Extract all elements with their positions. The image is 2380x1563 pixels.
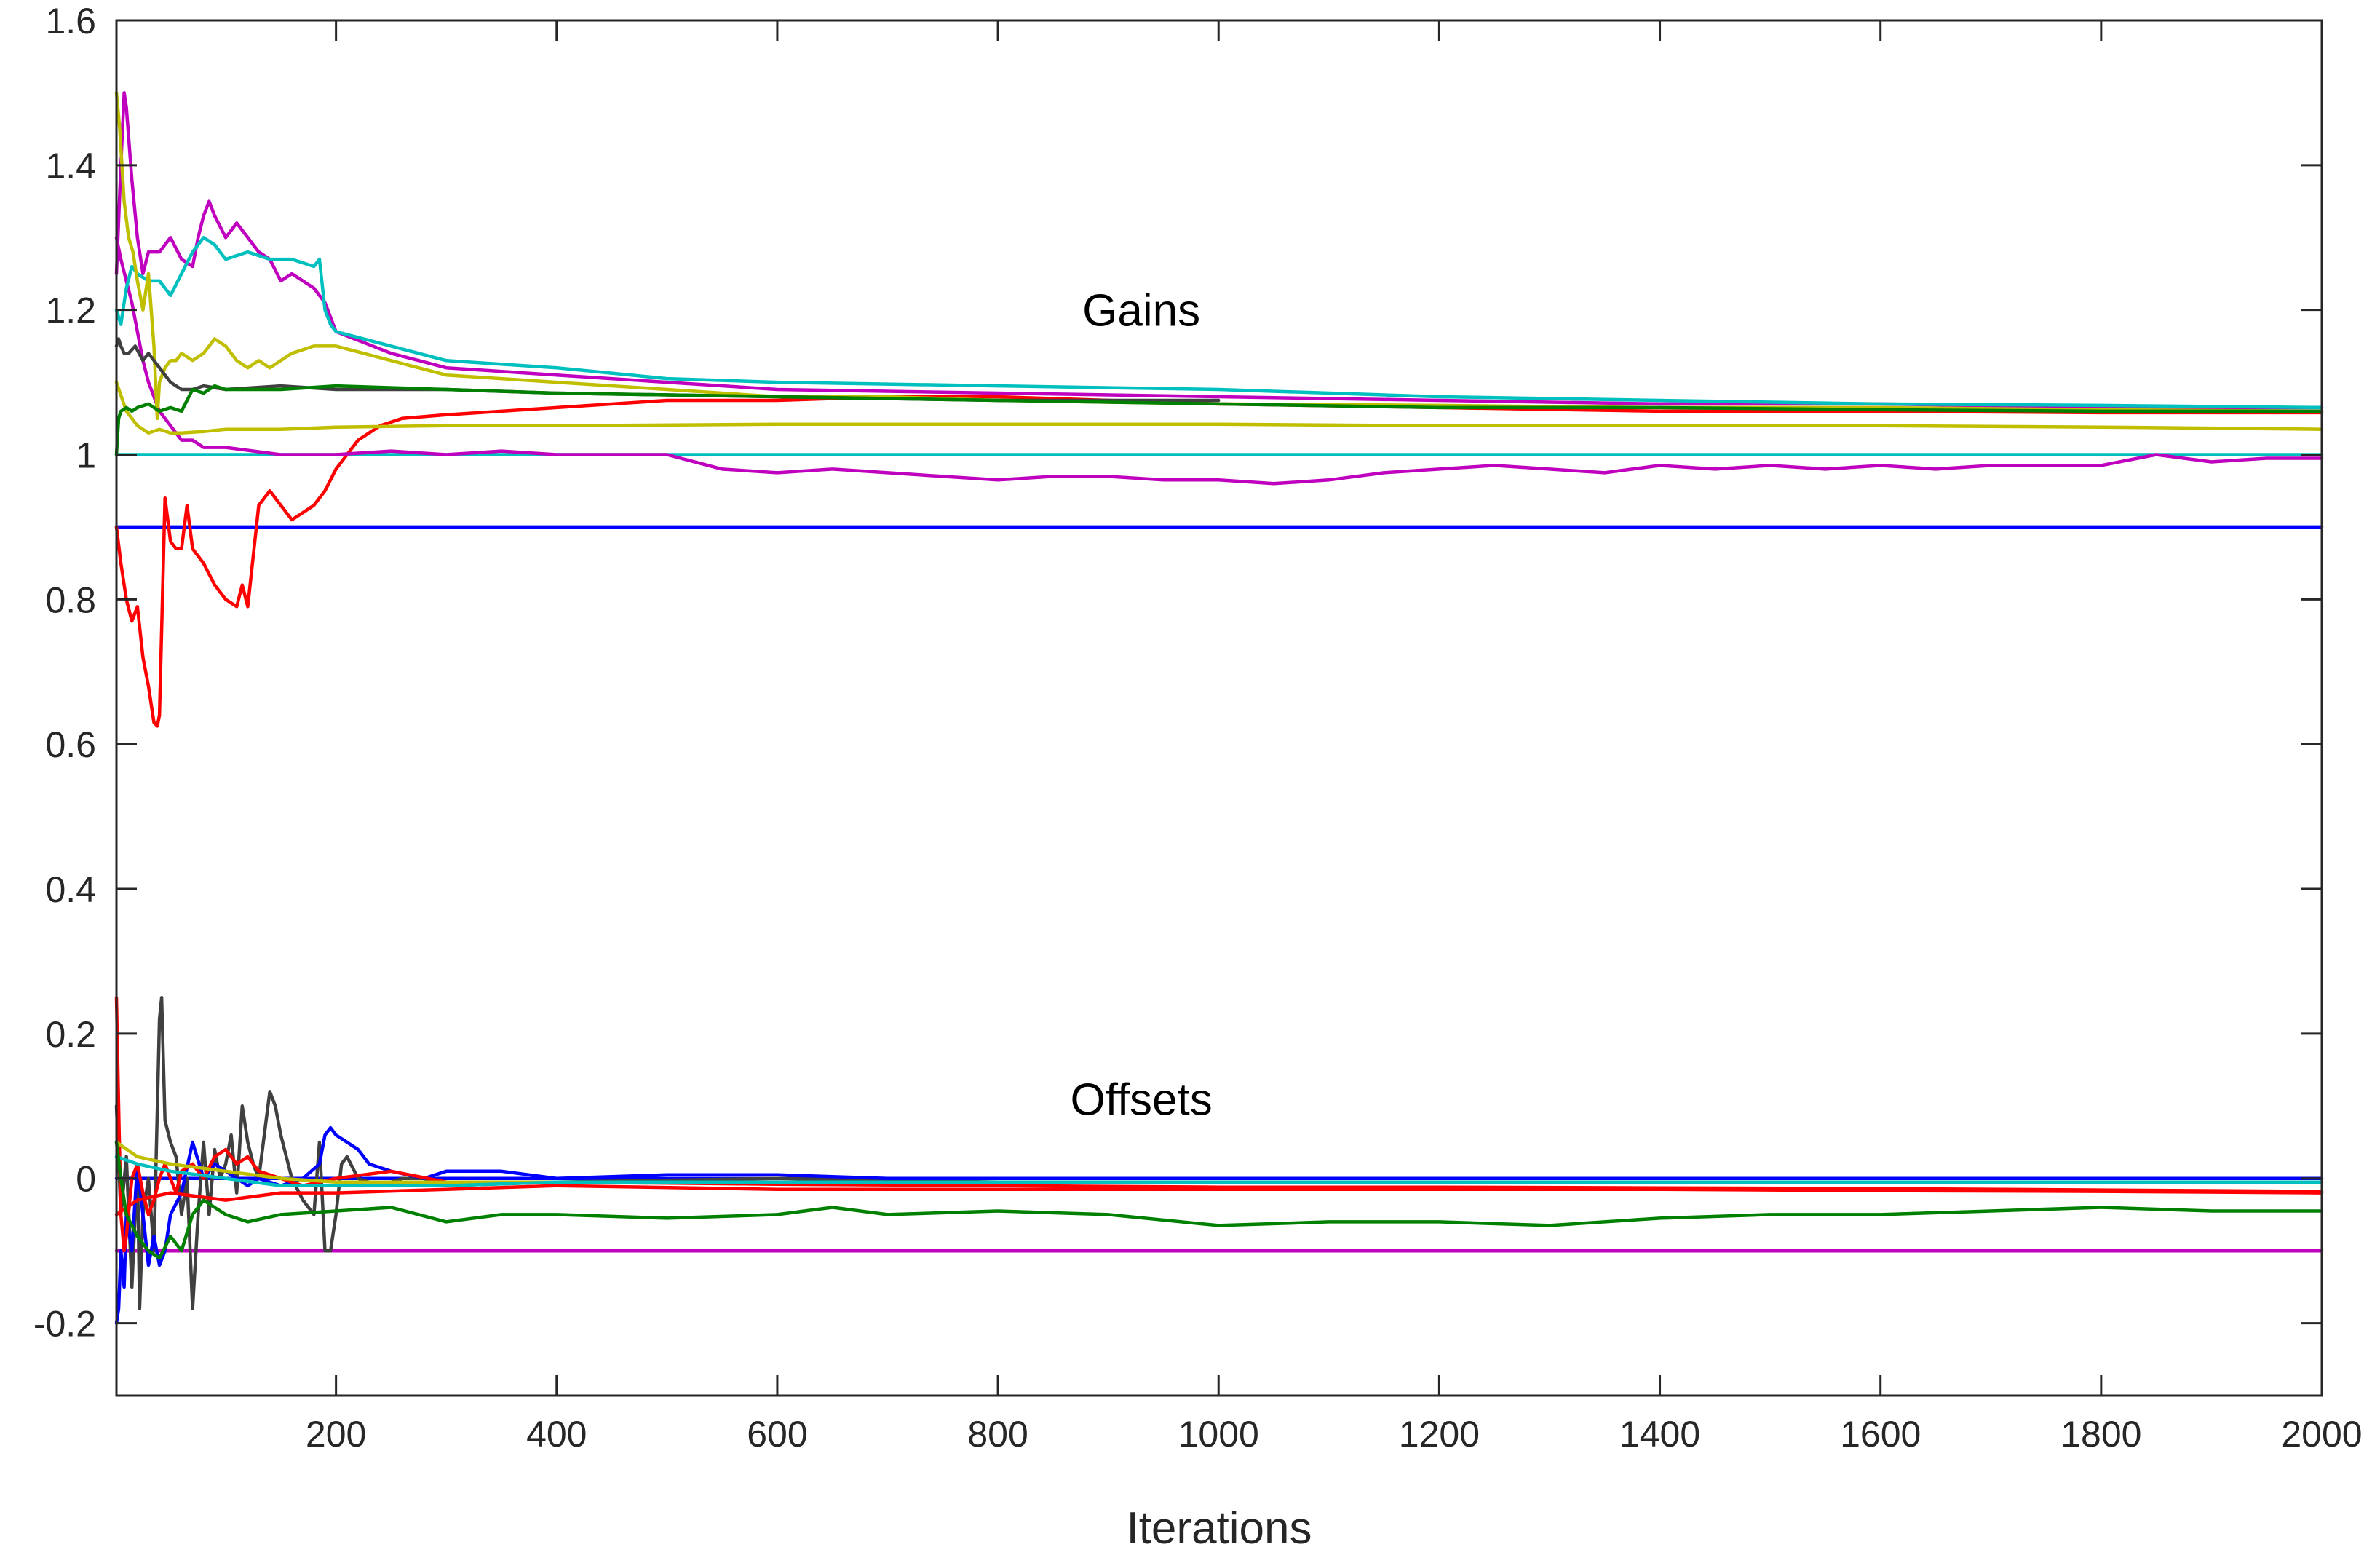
y-tick-label: 0.8 (45, 579, 96, 620)
series-line-gain-magenta-high (114, 91, 2324, 410)
x-tick-label: 1800 (2060, 1414, 2141, 1455)
y-tick-label: 1.4 (45, 146, 96, 186)
series-line-gain-green (114, 384, 2324, 456)
x-tick-label: 1600 (1840, 1414, 1921, 1455)
x-tick-label: 400 (526, 1414, 587, 1455)
series-line-offset-red-2 (114, 1184, 2324, 1216)
series-line-offset-green (114, 1140, 2324, 1260)
x-tick-label: 2000 (2281, 1414, 2362, 1455)
y-tick-label: 1 (76, 435, 96, 476)
x-tick-label: 600 (747, 1414, 807, 1455)
x-tick-label: 800 (967, 1414, 1028, 1455)
labels-layer: Iterations Gains Offsets (1071, 286, 1312, 1554)
annotation-gains: Gains (1082, 286, 1200, 336)
series-line-gain-yellow-low (114, 380, 2324, 435)
series-line-offset-red (114, 995, 2324, 1253)
annotation-offsets: Offsets (1071, 1075, 1213, 1125)
series-layer (114, 91, 2324, 1325)
x-axis-title: Iterations (1126, 1503, 1312, 1554)
axes-layer: 200 400 600 800 1000 1200 1400 1600 1800 2000 -0.2… (33, 1, 2363, 1455)
x-tick-label: 1400 (1619, 1414, 1700, 1455)
y-tick-label: 1.2 (45, 290, 96, 331)
x-tick-label: 1200 (1399, 1414, 1480, 1455)
y-tick-label: -0.2 (33, 1304, 96, 1345)
y-tick-label: 1.6 (45, 1, 96, 41)
x-tick-label: 1000 (1178, 1414, 1259, 1455)
series-line-offset-cyan (114, 1155, 2324, 1187)
series-line-gain-cyan (114, 236, 2324, 410)
y-tick-label: 0.6 (45, 724, 96, 765)
x-tick-label: 200 (306, 1414, 366, 1455)
y-tick-label: 0.4 (45, 869, 96, 910)
y-tick-label: 0.2 (45, 1014, 96, 1055)
y-tick-label: 0 (76, 1159, 96, 1200)
series-line-gain-magenta-low (114, 236, 2324, 486)
